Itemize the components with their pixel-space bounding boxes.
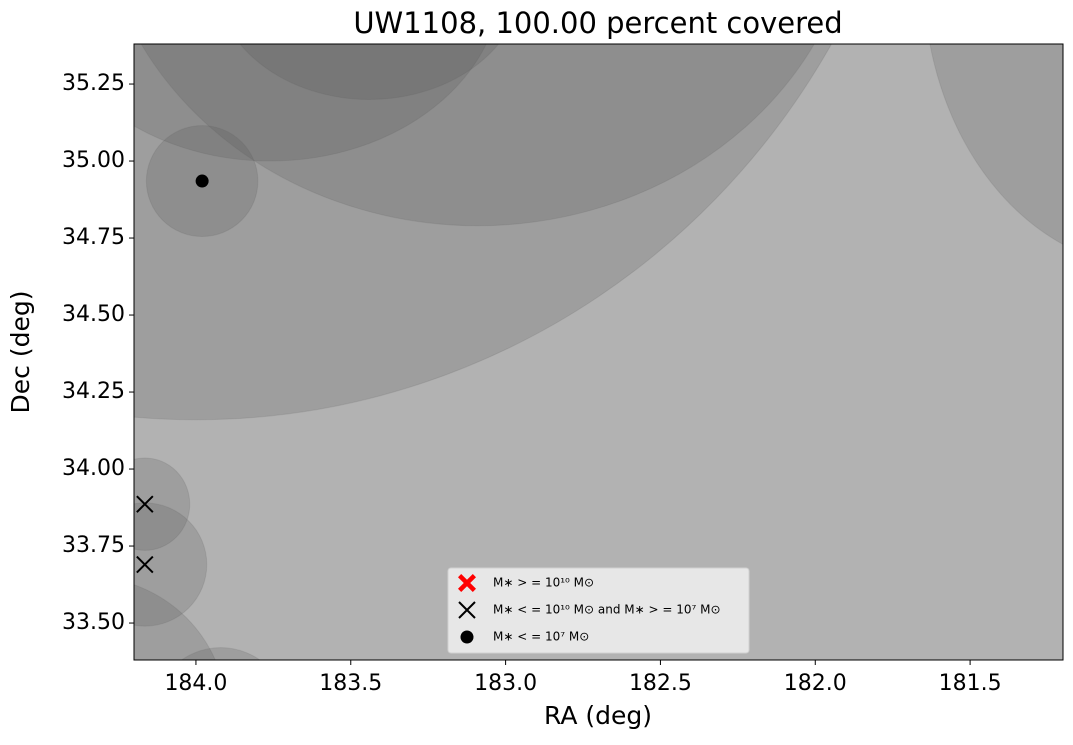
- plot-frame: [133, 43, 1064, 661]
- legend-label: M∗ < = 10¹⁰ M⊙ and M∗ > = 10⁷ M⊙: [493, 603, 721, 617]
- y-tick-label: 33.75: [62, 533, 125, 558]
- legend-box: [447, 567, 750, 654]
- coverage-circle: [929, 44, 1063, 245]
- chart-title: UW1108, 100.00 percent covered: [353, 6, 842, 40]
- coverage-circle: [239, 44, 500, 100]
- y-tick-label: 33.50: [62, 610, 125, 635]
- y-tick-label: 35.00: [62, 148, 125, 173]
- y-tick-label: 34.75: [62, 225, 125, 250]
- coverage-circle: [134, 44, 832, 421]
- legend-label: M∗ > = 10¹⁰ M⊙: [493, 576, 594, 590]
- coverage-circle: [134, 44, 487, 162]
- x-tick-label: 181.5: [939, 671, 1002, 696]
- y-tick-label: 34.50: [62, 302, 125, 327]
- x-tick-label: 184.0: [164, 671, 227, 696]
- x-tick-label: 183.5: [319, 671, 382, 696]
- x-axis-label: RA (deg): [544, 701, 652, 730]
- marker-x: [136, 495, 154, 513]
- x-tick-label: 183.0: [474, 671, 537, 696]
- marker-x: [458, 601, 476, 619]
- coverage-circle: [134, 457, 191, 551]
- y-axis-label: Dec (deg): [6, 291, 35, 414]
- legend: M∗ > = 10¹⁰ M⊙ M∗ < = 10¹⁰ M⊙ and M∗ > = …: [447, 567, 750, 654]
- y-tick-label: 34.00: [62, 456, 125, 481]
- plot-background: [134, 44, 1063, 660]
- y-tick-label: 34.25: [62, 379, 125, 404]
- marker-x-filled: [458, 574, 476, 592]
- x-tick-label: 182.0: [784, 671, 847, 696]
- y-tick-label: 35.25: [62, 71, 125, 96]
- marker-dot: [195, 174, 209, 188]
- x-tick-label: 182.5: [629, 671, 692, 696]
- coverage-circle: [140, 44, 815, 227]
- coverage-circle: [180, 647, 261, 660]
- marker-x: [136, 555, 154, 574]
- legend-label: M∗ < = 10⁷ M⊙: [493, 630, 589, 644]
- coverage-circle: [134, 584, 216, 660]
- marker-dot: [460, 630, 474, 644]
